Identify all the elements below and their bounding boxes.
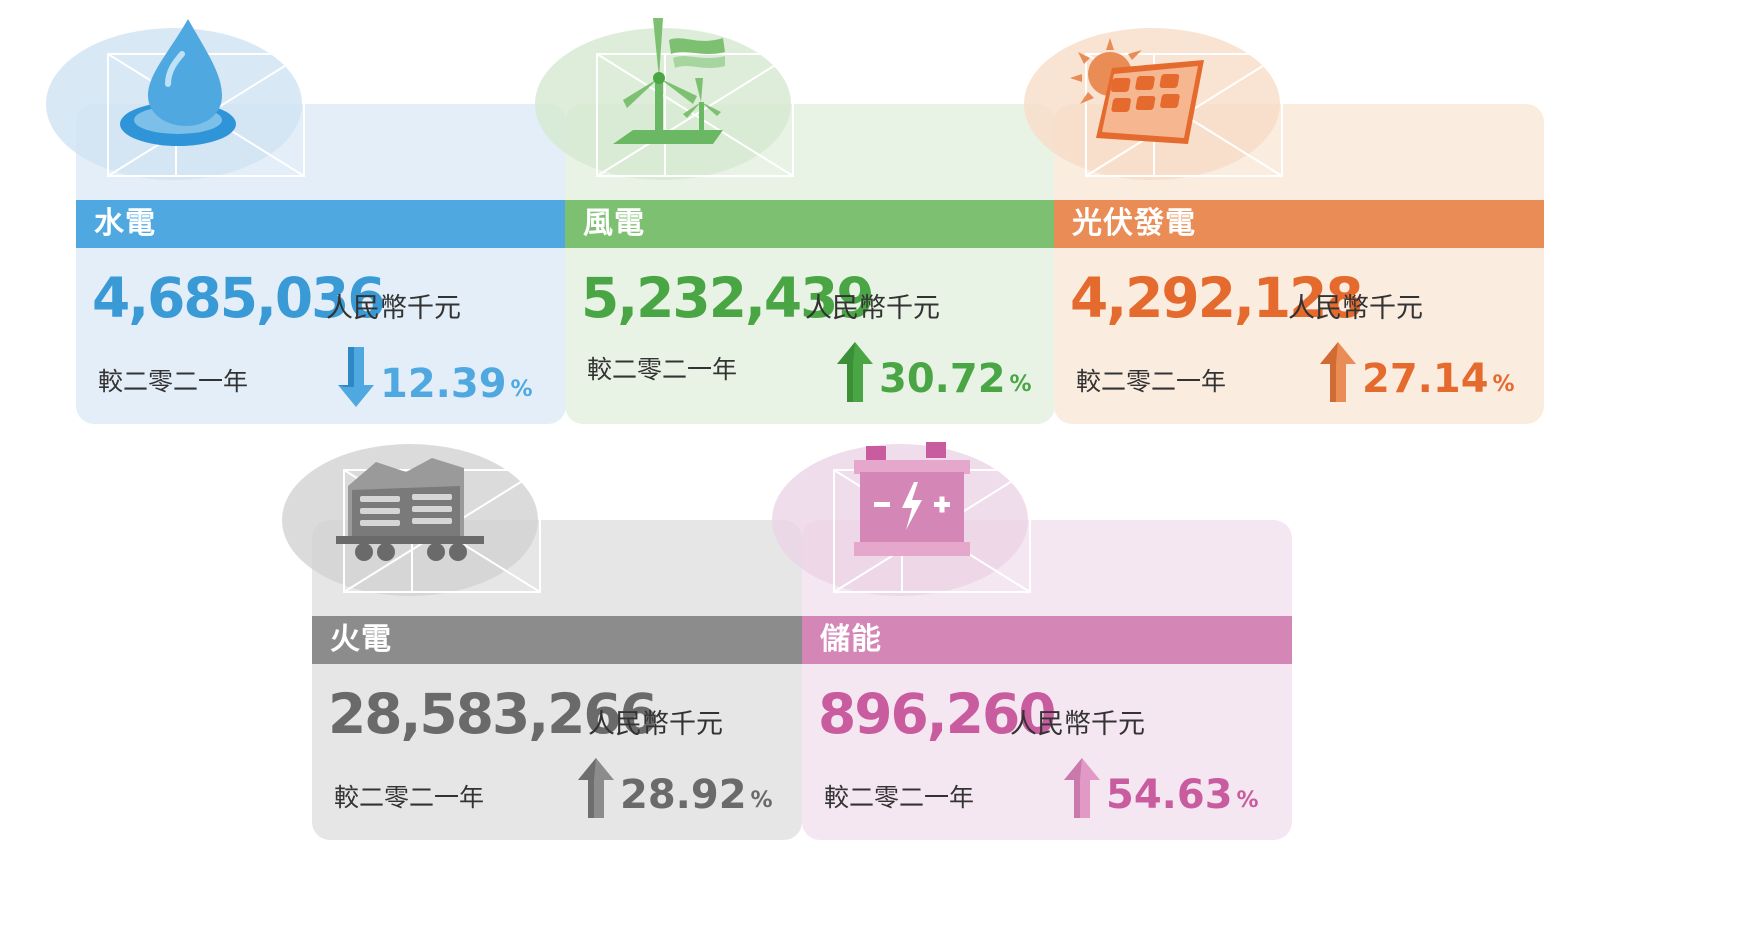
card-title: 火電 bbox=[312, 616, 802, 664]
coal-cart-icon bbox=[336, 458, 484, 561]
change-indicator: 54.63 % bbox=[1064, 758, 1259, 818]
percent-sign: % bbox=[510, 377, 533, 402]
card-wind: 風電 5,232,439 人民幣千元 較二零二一年 30.72 % bbox=[535, 4, 1055, 424]
compare-label: 較二零二一年 bbox=[587, 355, 738, 384]
card-solar: 光伏發電 4,292,128 人民幣千元 較二零二一年 27.14 % bbox=[1024, 4, 1544, 424]
card-value: 5,232,439 bbox=[581, 266, 875, 330]
change-indicator: 30.72 % bbox=[837, 342, 1032, 402]
arrow-up-icon bbox=[1064, 758, 1100, 818]
change-indicator: 27.14 % bbox=[1320, 342, 1515, 402]
change-value: 27.14 bbox=[1362, 356, 1489, 402]
card-hydro: 水電 4,685,036 人民幣千元 較二零二一年 12.39 % bbox=[46, 4, 566, 424]
card-title: 光伏發電 bbox=[1054, 200, 1544, 248]
card-unit: 人民幣千元 bbox=[1288, 293, 1423, 324]
card-title: 風電 bbox=[565, 200, 1055, 248]
arrow-up-icon bbox=[1320, 342, 1356, 402]
card-value: 4,685,036 bbox=[92, 266, 386, 330]
card-unit: 人民幣千元 bbox=[588, 709, 723, 740]
card-thermal: 火電 28,583,266 人民幣千元 較二零二一年 28.92 % bbox=[282, 420, 802, 840]
arrow-down-icon bbox=[338, 347, 374, 407]
card-unit: 人民幣千元 bbox=[805, 293, 940, 324]
compare-label: 較二零二一年 bbox=[1076, 367, 1227, 396]
percent-sign: % bbox=[1492, 372, 1515, 397]
solar-panel-icon bbox=[1070, 38, 1204, 144]
card-storage: 儲能 896,260 人民幣千元 較二零二一年 54.63 % bbox=[772, 420, 1292, 840]
percent-sign: % bbox=[1009, 372, 1032, 397]
card-unit: 人民幣千元 bbox=[326, 293, 461, 324]
battery-icon bbox=[854, 442, 970, 556]
percent-sign: % bbox=[1236, 788, 1259, 813]
change-indicator: 28.92 % bbox=[578, 758, 773, 818]
compare-label: 較二零二一年 bbox=[334, 783, 485, 812]
card-title: 水電 bbox=[76, 200, 566, 248]
card-value: 4,292,128 bbox=[1070, 266, 1364, 330]
compare-label: 較二零二一年 bbox=[98, 367, 249, 396]
wind-turbine-icon bbox=[613, 18, 725, 144]
change-indicator: 12.39 % bbox=[338, 347, 533, 407]
water-drop-icon bbox=[120, 19, 236, 146]
arrow-up-icon bbox=[837, 342, 873, 402]
arrow-up-icon bbox=[578, 758, 614, 818]
change-value: 12.39 bbox=[380, 361, 507, 407]
change-value: 54.63 bbox=[1106, 772, 1233, 818]
card-value: 28,583,266 bbox=[328, 682, 658, 746]
card-value: 896,260 bbox=[818, 682, 1057, 746]
compare-label: 較二零二一年 bbox=[824, 783, 975, 812]
change-value: 28.92 bbox=[620, 772, 747, 818]
card-title: 儲能 bbox=[802, 616, 1292, 664]
change-value: 30.72 bbox=[879, 356, 1006, 402]
card-unit: 人民幣千元 bbox=[1010, 709, 1145, 740]
percent-sign: % bbox=[750, 788, 773, 813]
